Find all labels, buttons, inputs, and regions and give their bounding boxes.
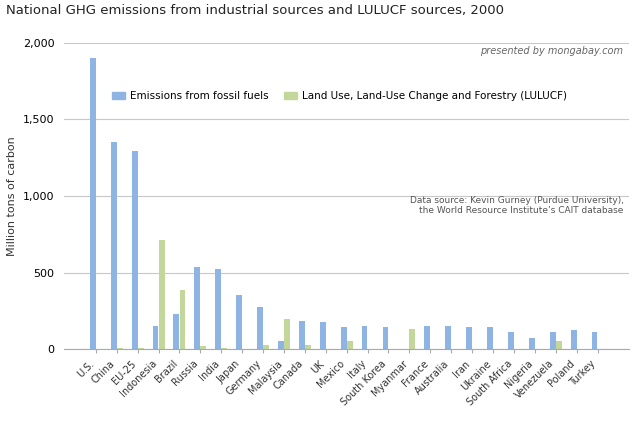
Bar xyxy=(278,341,284,349)
Bar xyxy=(571,330,577,349)
Bar xyxy=(299,321,305,349)
Bar xyxy=(111,142,117,349)
Bar xyxy=(173,314,179,349)
Bar xyxy=(446,326,451,349)
Bar xyxy=(320,322,325,349)
Bar xyxy=(368,348,374,349)
Bar xyxy=(117,348,123,349)
Bar xyxy=(153,326,159,349)
Bar xyxy=(514,348,520,349)
Bar xyxy=(529,338,535,349)
Bar xyxy=(550,332,555,349)
Bar xyxy=(388,348,394,349)
Legend: Emissions from fossil fuels, Land Use, Land-Use Change and Forestry (LULUCF): Emissions from fossil fuels, Land Use, L… xyxy=(109,88,570,104)
Bar xyxy=(159,240,164,349)
Bar xyxy=(493,348,499,349)
Bar xyxy=(347,341,352,349)
Bar xyxy=(535,348,541,349)
Bar xyxy=(90,58,96,349)
Bar xyxy=(361,325,367,349)
Bar xyxy=(257,307,263,349)
Bar xyxy=(556,341,562,349)
Bar xyxy=(591,332,598,349)
Bar xyxy=(236,295,242,349)
Bar xyxy=(305,345,311,349)
Bar xyxy=(242,348,248,349)
Text: Data source: Kevin Gurney (Purdue University),
the World Resource Institute’s CA: Data source: Kevin Gurney (Purdue Univer… xyxy=(410,196,623,216)
Bar xyxy=(430,348,437,349)
Bar xyxy=(383,327,388,349)
Bar xyxy=(138,348,144,349)
Bar xyxy=(424,326,430,349)
Bar xyxy=(451,348,457,349)
Bar xyxy=(598,348,603,349)
Bar xyxy=(403,348,410,349)
Bar xyxy=(473,348,478,349)
Bar xyxy=(341,327,347,349)
Bar xyxy=(195,267,200,349)
Bar xyxy=(487,327,493,349)
Text: presented by mongabay.com: presented by mongabay.com xyxy=(480,46,623,56)
Bar xyxy=(508,332,514,349)
Bar xyxy=(466,327,472,349)
Bar xyxy=(180,290,186,349)
Bar xyxy=(221,348,227,349)
Bar xyxy=(284,320,290,349)
Bar xyxy=(215,269,221,349)
Bar xyxy=(132,152,137,349)
Bar xyxy=(263,345,269,349)
Bar xyxy=(577,348,582,349)
Bar xyxy=(410,329,415,349)
Bar xyxy=(200,346,206,349)
Text: National GHG emissions from industrial sources and LULUCF sources, 2000: National GHG emissions from industrial s… xyxy=(6,4,505,17)
Bar xyxy=(326,348,332,349)
Y-axis label: Million tons of carbon: Million tons of carbon xyxy=(7,136,17,256)
